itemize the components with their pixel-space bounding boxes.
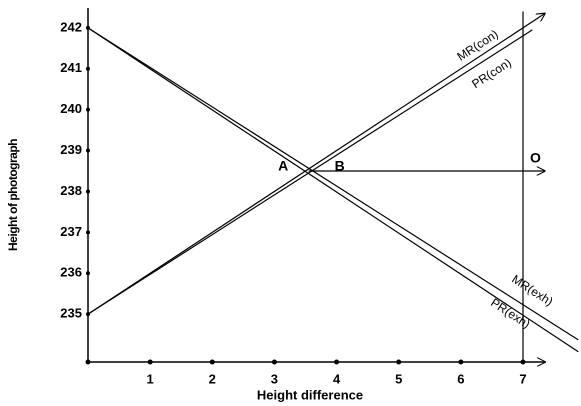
x-tick-label: 2 (209, 371, 216, 386)
y-tick-label: 235 (60, 306, 82, 321)
y-tick-label: 240 (60, 101, 82, 116)
x-tick-label: 1 (147, 371, 154, 386)
x-tick-label: 3 (271, 371, 278, 386)
x-axis-label: Height difference (257, 387, 363, 402)
y-tick-label: 236 (60, 265, 82, 280)
x-tick (209, 359, 215, 365)
series-line (87, 27, 579, 353)
x-tick (396, 359, 402, 365)
y-tick-label: 241 (60, 60, 82, 75)
y-tick (86, 271, 90, 276)
point-label: A (278, 158, 288, 174)
x-tick (334, 359, 340, 365)
series-line (87, 27, 579, 341)
point-label: O (530, 149, 541, 165)
x-tick (271, 359, 277, 365)
y-tick (86, 230, 90, 235)
x-tick-label: 7 (519, 371, 526, 386)
x-tick (147, 359, 153, 365)
series-line (87, 29, 533, 315)
y-tick (86, 189, 90, 194)
series-label: MR(exh) (509, 272, 555, 309)
x-tick-label: 4 (333, 371, 341, 386)
origin-dot (85, 359, 91, 365)
point-label: B (335, 158, 345, 174)
y-tick-label: 239 (60, 142, 82, 157)
series-line (87, 14, 545, 315)
series-label: PR(exh) (488, 295, 533, 331)
y-axis-label: Height of photograph (6, 139, 20, 251)
y-tick (86, 148, 90, 153)
series-label: PR(con) (469, 55, 514, 91)
x-tick-label: 5 (395, 371, 402, 386)
y-tick-label: 238 (60, 183, 82, 198)
x-tick (458, 359, 464, 365)
x-tick-label: 6 (457, 371, 464, 386)
y-tick (86, 66, 90, 71)
y-tick-label: 237 (60, 224, 82, 239)
y-tick (86, 107, 90, 112)
y-tick-label: 242 (60, 19, 82, 34)
